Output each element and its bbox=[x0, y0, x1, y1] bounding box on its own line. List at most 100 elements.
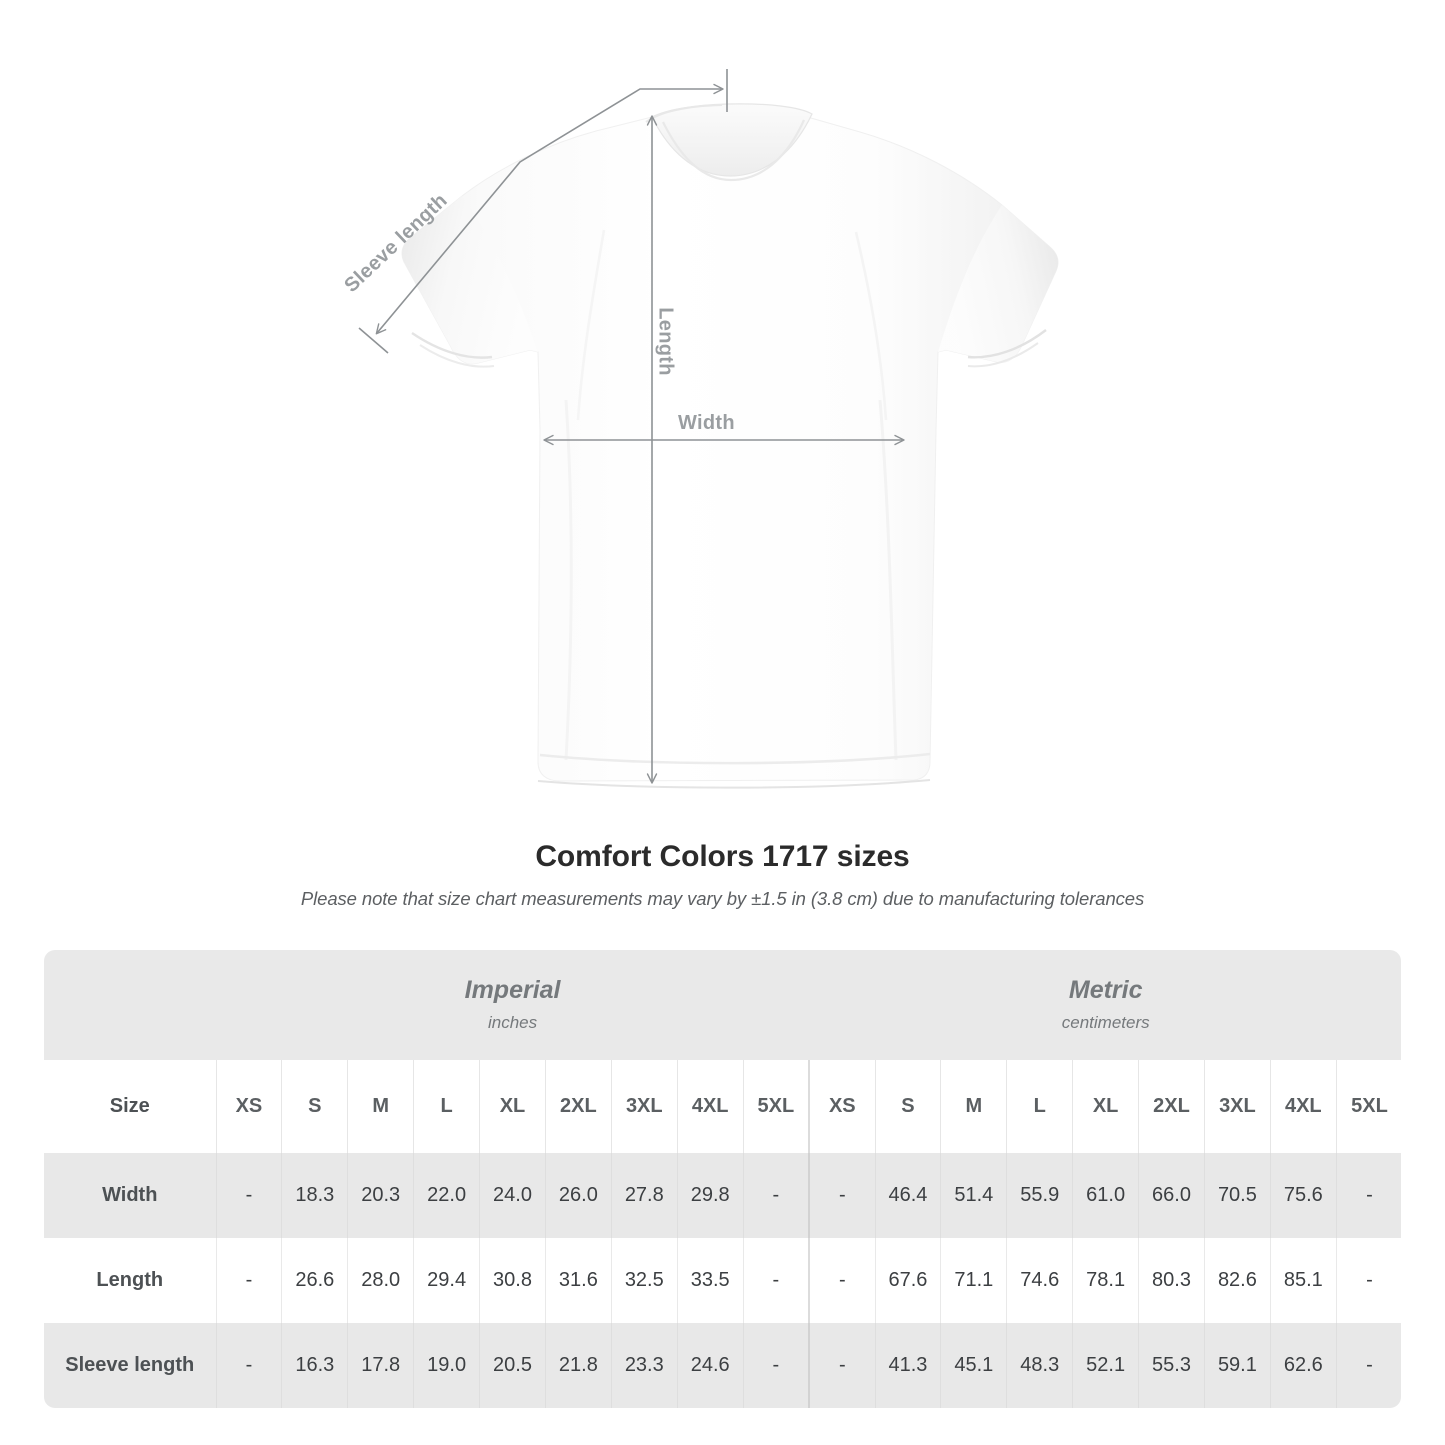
cell-length-imperial-2xl: 31.6 bbox=[545, 1238, 612, 1323]
cell-sleeve-metric-m: 45.1 bbox=[940, 1323, 1008, 1408]
size-header-imperial-xs: XS bbox=[216, 1060, 283, 1153]
measurement-lines bbox=[358, 69, 905, 784]
size-header-imperial-xl: XL bbox=[479, 1060, 546, 1153]
size-header-imperial-2xl: 2XL bbox=[545, 1060, 612, 1153]
cell-sleeve-metric-3xl: 59.1 bbox=[1204, 1323, 1271, 1408]
cell-width-metric-5xl: - bbox=[1336, 1153, 1401, 1238]
size-header-metric-5xl: 5XL bbox=[1336, 1060, 1401, 1153]
shirt-shape bbox=[401, 103, 1059, 789]
cell-width-imperial-5xl: - bbox=[743, 1153, 811, 1238]
size-header-metric-m: M bbox=[940, 1060, 1008, 1153]
cell-sleeve-imperial-4xl: 24.6 bbox=[677, 1323, 744, 1408]
row-label-length: Length bbox=[44, 1238, 217, 1323]
cell-width-imperial-m: 20.3 bbox=[347, 1153, 415, 1238]
imperial-sub: inches bbox=[487, 1012, 538, 1032]
cell-length-metric-4xl: 85.1 bbox=[1270, 1238, 1337, 1323]
cell-length-metric-m: 71.1 bbox=[940, 1238, 1008, 1323]
size-header-metric-xl: XL bbox=[1072, 1060, 1140, 1153]
length-label: Length bbox=[654, 307, 677, 376]
size-header-metric-4xl: 4XL bbox=[1270, 1060, 1337, 1153]
cell-length-imperial-4xl: 33.5 bbox=[677, 1238, 744, 1323]
shirt-sleeve-right bbox=[938, 205, 1058, 363]
cell-length-metric-s: 67.6 bbox=[875, 1238, 942, 1323]
cell-sleeve-metric-5xl: - bbox=[1336, 1323, 1401, 1408]
shirt-body bbox=[401, 104, 1059, 782]
cell-sleeve-imperial-xl: 20.5 bbox=[479, 1323, 546, 1408]
cell-sleeve-metric-s: 41.3 bbox=[875, 1323, 942, 1408]
size-header-metric-xs: XS bbox=[809, 1060, 876, 1153]
sleeve-length-tick bbox=[358, 327, 389, 354]
cell-sleeve-imperial-m: 17.8 bbox=[347, 1323, 415, 1408]
cell-length-metric-xs: - bbox=[809, 1238, 876, 1323]
cell-sleeve-metric-2xl: 55.3 bbox=[1138, 1323, 1205, 1408]
size-header-metric-2xl: 2XL bbox=[1138, 1060, 1205, 1153]
measurements-table: Imperial inches Metric centimeters Size … bbox=[44, 950, 1401, 1408]
cell-sleeve-metric-xs: - bbox=[809, 1323, 876, 1408]
unit-banner-metric: Metric centimeters bbox=[809, 950, 1401, 1060]
tshirt-illustration bbox=[358, 69, 1059, 789]
cell-width-metric-xl: 61.0 bbox=[1072, 1153, 1140, 1238]
size-header-imperial-l: L bbox=[413, 1060, 481, 1153]
cell-width-imperial-3xl: 27.8 bbox=[611, 1153, 678, 1238]
unit-banner-spacer bbox=[44, 950, 216, 1060]
cell-sleeve-imperial-l: 19.0 bbox=[413, 1323, 481, 1408]
cell-length-metric-xl: 78.1 bbox=[1072, 1238, 1140, 1323]
row-label-width: Width bbox=[44, 1153, 217, 1238]
size-header-imperial-3xl: 3XL bbox=[611, 1060, 678, 1153]
size-chart-table: Imperial inches Metric centimeters Size … bbox=[44, 950, 1401, 1408]
cell-sleeve-imperial-5xl: - bbox=[743, 1323, 811, 1408]
cell-sleeve-imperial-xs: - bbox=[216, 1323, 283, 1408]
tolerance-note: Please note that size chart measurements… bbox=[300, 888, 1145, 909]
size-header-metric-s: S bbox=[875, 1060, 942, 1153]
width-label: Width bbox=[678, 412, 735, 434]
cell-length-imperial-l: 29.4 bbox=[413, 1238, 481, 1323]
tshirt-diagram: Sleeve length Length Width bbox=[340, 69, 1059, 789]
cell-sleeve-imperial-s: 16.3 bbox=[281, 1323, 349, 1408]
cell-width-metric-s: 46.4 bbox=[875, 1153, 942, 1238]
metric-name: Metric bbox=[1068, 976, 1143, 1005]
metric-sub: centimeters bbox=[1061, 1012, 1150, 1032]
cell-sleeve-imperial-3xl: 23.3 bbox=[611, 1323, 678, 1408]
cell-sleeve-metric-xl: 52.1 bbox=[1072, 1323, 1140, 1408]
cell-length-metric-3xl: 82.6 bbox=[1204, 1238, 1271, 1323]
size-header-row: Size XS S M L XL 2XL 3XL 4XL 5XL XS S M … bbox=[44, 1060, 1401, 1153]
imperial-name: Imperial bbox=[464, 976, 561, 1005]
size-header-imperial-s: S bbox=[281, 1060, 349, 1153]
cell-length-imperial-xl: 30.8 bbox=[479, 1238, 546, 1323]
cell-sleeve-metric-4xl: 62.6 bbox=[1270, 1323, 1337, 1408]
size-header-imperial-m: M bbox=[347, 1060, 415, 1153]
size-header-imperial-5xl: 5XL bbox=[743, 1060, 811, 1153]
cell-width-imperial-2xl: 26.0 bbox=[545, 1153, 612, 1238]
cell-width-imperial-xl: 24.0 bbox=[479, 1153, 546, 1238]
cell-sleeve-metric-l: 48.3 bbox=[1006, 1323, 1074, 1408]
size-header-metric-l: L bbox=[1006, 1060, 1074, 1153]
cell-sleeve-imperial-2xl: 21.8 bbox=[545, 1323, 612, 1408]
size-header-imperial-4xl: 4XL bbox=[677, 1060, 744, 1153]
cell-width-imperial-4xl: 29.8 bbox=[677, 1153, 744, 1238]
cell-width-metric-l: 55.9 bbox=[1006, 1153, 1074, 1238]
table-row: Width - 18.3 20.3 22.0 24.0 26.0 27.8 29… bbox=[44, 1153, 1401, 1238]
title-block: Comfort Colors 1717 sizes Please note th… bbox=[0, 840, 1445, 910]
cell-length-metric-5xl: - bbox=[1336, 1238, 1401, 1323]
table-row: Sleeve length - 16.3 17.8 19.0 20.5 21.8… bbox=[44, 1323, 1401, 1408]
page-title: Comfort Colors 1717 sizes bbox=[535, 840, 910, 873]
cell-length-imperial-3xl: 32.5 bbox=[611, 1238, 678, 1323]
cell-width-metric-2xl: 66.0 bbox=[1138, 1153, 1205, 1238]
size-header-label: Size bbox=[44, 1060, 217, 1153]
cell-width-imperial-l: 22.0 bbox=[413, 1153, 481, 1238]
table-row: Length - 26.6 28.0 29.4 30.8 31.6 32.5 3… bbox=[44, 1238, 1401, 1323]
cell-width-imperial-xs: - bbox=[216, 1153, 283, 1238]
cell-width-metric-3xl: 70.5 bbox=[1204, 1153, 1271, 1238]
sleeve-length-arrow bbox=[375, 83, 724, 335]
cell-width-metric-m: 51.4 bbox=[940, 1153, 1008, 1238]
unit-banner-imperial: Imperial inches bbox=[216, 950, 810, 1060]
cell-length-imperial-5xl: - bbox=[743, 1238, 811, 1323]
unit-banner-row: Imperial inches Metric centimeters bbox=[44, 950, 1401, 1060]
cell-length-imperial-s: 26.6 bbox=[281, 1238, 349, 1323]
cell-length-imperial-xs: - bbox=[216, 1238, 283, 1323]
size-header-metric-3xl: 3XL bbox=[1204, 1060, 1271, 1153]
cell-width-metric-xs: - bbox=[809, 1153, 876, 1238]
cell-length-imperial-m: 28.0 bbox=[347, 1238, 415, 1323]
cell-width-imperial-s: 18.3 bbox=[281, 1153, 349, 1238]
cell-length-metric-l: 74.6 bbox=[1006, 1238, 1074, 1323]
